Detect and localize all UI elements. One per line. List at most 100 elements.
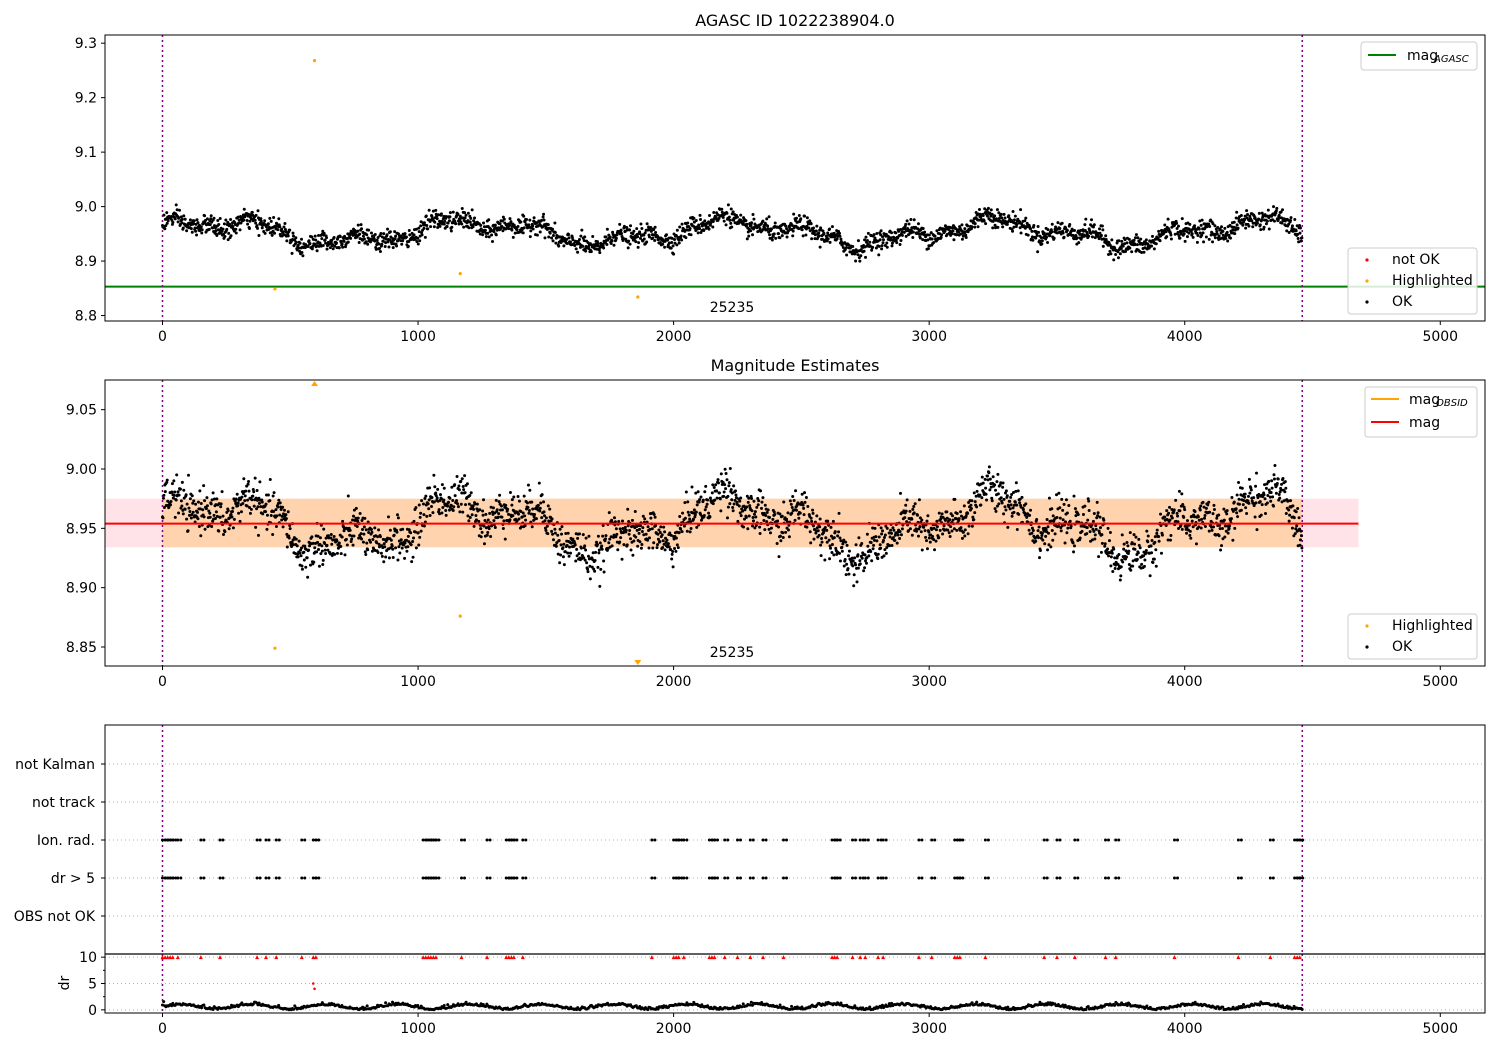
data-point <box>761 496 765 500</box>
data-point <box>643 517 647 521</box>
data-point <box>633 236 637 240</box>
data-point <box>1263 483 1267 487</box>
data-point <box>489 505 493 509</box>
data-point <box>1229 517 1233 521</box>
data-point <box>1065 228 1069 232</box>
data-point <box>219 502 223 506</box>
data-point <box>509 220 513 224</box>
data-point <box>540 218 544 222</box>
data-point <box>560 532 564 536</box>
legend-label: Highlighted <box>1392 273 1473 289</box>
data-point <box>742 525 746 529</box>
data-point <box>1073 507 1077 511</box>
data-point <box>817 231 821 235</box>
data-point <box>609 241 613 245</box>
data-point <box>789 502 793 506</box>
data-point <box>1290 526 1294 530</box>
data-point <box>608 537 612 541</box>
data-point <box>995 208 999 212</box>
data-point <box>310 235 314 239</box>
data-point <box>252 490 256 494</box>
data-point <box>352 514 356 518</box>
data-point <box>602 246 606 250</box>
data-point <box>862 569 866 573</box>
data-point <box>1257 492 1261 496</box>
data-point <box>1169 237 1173 241</box>
data-point <box>1190 232 1194 236</box>
data-point <box>499 504 503 508</box>
data-point <box>517 499 521 503</box>
data-point <box>424 214 428 218</box>
data-point <box>733 498 737 502</box>
data-point <box>364 528 368 532</box>
data-point <box>409 543 413 547</box>
x-tick-label: 3000 <box>911 674 947 690</box>
data-point <box>565 241 569 245</box>
data-point <box>453 494 457 498</box>
data-point <box>813 233 817 237</box>
data-point <box>667 545 671 549</box>
data-point <box>541 215 545 219</box>
data-point <box>777 232 781 236</box>
data-point <box>847 572 851 576</box>
data-point <box>522 226 526 230</box>
data-point <box>1287 222 1291 226</box>
data-point <box>490 510 494 514</box>
data-point <box>1092 529 1096 533</box>
data-point <box>988 211 992 215</box>
data-point <box>448 211 452 215</box>
data-point <box>1016 489 1020 493</box>
data-point <box>811 508 815 512</box>
data-point <box>669 246 673 250</box>
data-point <box>628 228 632 232</box>
data-point <box>785 517 789 521</box>
data-point <box>836 534 840 538</box>
data-point <box>265 225 269 229</box>
data-point <box>471 225 475 229</box>
data-point <box>384 237 388 241</box>
data-point <box>691 517 695 521</box>
data-point <box>636 544 640 548</box>
data-point <box>712 210 716 214</box>
data-point <box>620 232 624 236</box>
data-point <box>781 531 785 535</box>
data-point <box>180 504 184 508</box>
data-point <box>358 512 362 516</box>
data-point <box>600 544 604 548</box>
data-point <box>876 552 880 556</box>
data-point <box>586 554 590 558</box>
data-point <box>1008 507 1012 511</box>
data-point <box>558 527 562 531</box>
legend-marker <box>1365 300 1369 304</box>
data-point <box>1015 222 1019 226</box>
data-point <box>553 221 557 225</box>
data-point <box>241 502 245 506</box>
data-point <box>414 506 418 510</box>
data-point <box>185 229 189 233</box>
data-point <box>259 219 263 223</box>
data-point <box>201 508 205 512</box>
data-point <box>1083 223 1087 227</box>
data-point <box>419 529 423 533</box>
data-point <box>723 467 727 471</box>
data-point <box>320 544 324 548</box>
data-point <box>825 540 829 544</box>
data-point <box>432 473 436 477</box>
data-point <box>925 519 929 523</box>
data-point <box>236 504 240 508</box>
data-point <box>517 517 521 521</box>
data-point <box>432 500 436 504</box>
data-point <box>753 526 757 530</box>
data-point <box>317 564 321 568</box>
data-point <box>673 546 677 550</box>
data-point <box>871 547 875 551</box>
data-point <box>1228 223 1232 227</box>
flag-point <box>460 838 463 842</box>
data-point <box>214 510 218 514</box>
data-point <box>291 234 295 238</box>
data-point <box>1237 497 1241 501</box>
data-point <box>628 242 632 246</box>
data-point <box>1270 479 1274 483</box>
flag-point <box>202 838 206 842</box>
data-point <box>227 527 231 531</box>
